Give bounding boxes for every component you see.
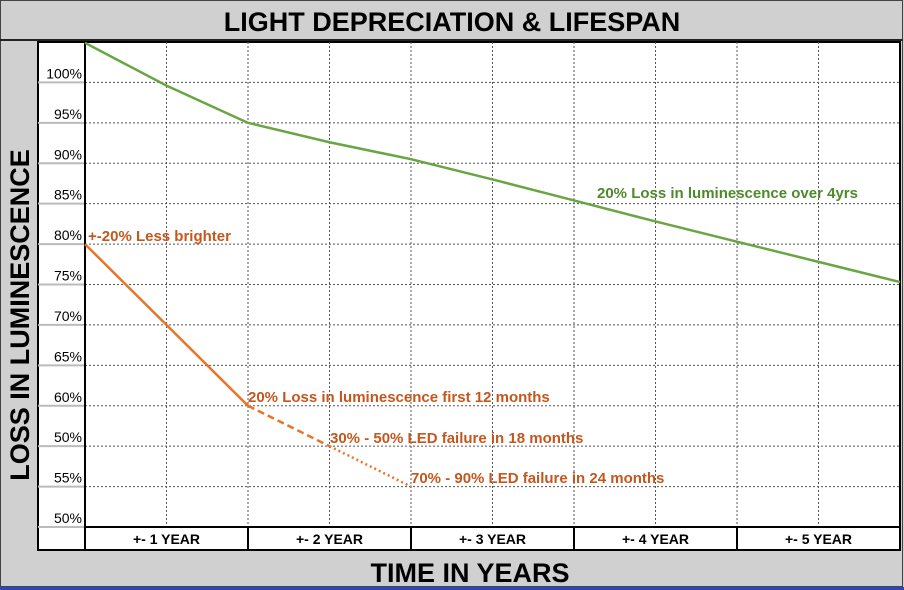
x-category-label: +- 1 YEAR xyxy=(133,531,200,547)
y-tick-label: 100% xyxy=(46,65,82,81)
y-tick-label: 75% xyxy=(54,268,82,284)
y-axis-label: LOSS IN LUMINESCENCE xyxy=(5,149,35,481)
y-tick-label: 65% xyxy=(54,348,82,364)
series-1-line-solid xyxy=(84,41,901,284)
series-2-line-dotted xyxy=(328,445,412,488)
annotation-label: 70% - 90% LED failure in 24 months xyxy=(411,470,664,487)
x-axis-categories: +- 1 YEAR +- 2 YEAR +- 3 YEAR +- 4 YEAR +- 5… xyxy=(133,527,852,550)
x-category-label: +- 5 YEAR xyxy=(785,531,852,547)
chart-title: LIGHT DEPRECIATION & LIFESPAN xyxy=(224,7,681,37)
x-category-label: +- 2 YEAR xyxy=(296,531,363,547)
bottom-edge xyxy=(0,587,904,590)
y-axis-ticks: 100% 95% 90% 85% 80% 75% 70% 65% 60% 50% 55% 50% xyxy=(46,65,82,526)
x-axis-label: TIME IN YEARS xyxy=(370,558,569,588)
y-tick-label: 90% xyxy=(54,146,82,162)
annotations: 20% Loss in luminescence over 4yrs +-20% … xyxy=(88,185,858,487)
series xyxy=(84,41,901,488)
annotation-label: 20% Loss in luminescence over 4yrs xyxy=(597,185,858,202)
y-tick-label: 50% xyxy=(54,510,82,526)
series-2-line-solid xyxy=(84,243,249,407)
y-tick-label: 85% xyxy=(54,187,82,203)
y-tick-label: 70% xyxy=(54,308,82,324)
annotation-label: 30% - 50% LED failure in 18 months xyxy=(330,430,583,447)
x-category-label: +- 3 YEAR xyxy=(459,531,526,547)
x-category-label: +- 4 YEAR xyxy=(622,531,689,547)
plot-box xyxy=(37,41,901,551)
y-tick-label: 80% xyxy=(54,227,82,243)
y-tick-label: 95% xyxy=(54,106,82,122)
y-tick-label: 50% xyxy=(54,429,82,445)
annotation-label: 20% Loss in luminescence first 12 months xyxy=(248,389,550,406)
y-tick-label: 60% xyxy=(54,389,82,405)
series-2-line-dashed xyxy=(247,404,331,448)
y-tick-label: 55% xyxy=(54,470,82,486)
annotation-label: +-20% Less brighter xyxy=(88,228,231,245)
